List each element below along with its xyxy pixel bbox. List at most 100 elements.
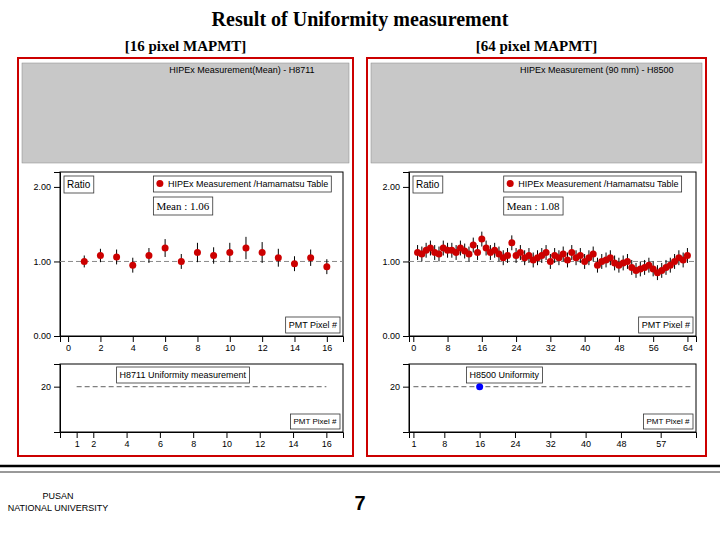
plot-area — [409, 232, 696, 280]
legend: HIPEx Measurement /Hamamatsu Table — [153, 176, 331, 192]
x-tick-label: 0 — [411, 343, 416, 353]
y-axis: 20 — [390, 365, 410, 433]
data-point — [178, 258, 185, 265]
y-axis: 0.001.002.00 — [382, 173, 409, 342]
x-tick-mark — [661, 432, 662, 438]
data-point — [476, 383, 483, 390]
x-tick-mark — [550, 432, 551, 438]
x-tick-mark — [230, 336, 231, 342]
x-tick-label: 24 — [510, 439, 520, 449]
x-tick: 2 — [91, 432, 96, 449]
image-area — [371, 63, 702, 163]
x-tick-mark — [482, 336, 483, 342]
legend-entry: HIPEx Measurement /Hamamatsu Table — [168, 179, 328, 189]
x-label: PMT Pixel # — [646, 417, 690, 426]
data-point — [145, 252, 152, 259]
x-tick: 2 — [98, 336, 103, 353]
x-label: PMT Pixel # — [642, 320, 690, 330]
y-tick-label: 0.00 — [33, 331, 51, 341]
data-point — [162, 245, 169, 252]
x-tick: 24 — [510, 432, 520, 449]
x-label-box: PMT Pixel # — [290, 414, 340, 429]
data-point — [547, 258, 554, 265]
x-label-frame — [286, 317, 340, 333]
x-tick-mark — [585, 336, 586, 342]
reference-line — [60, 261, 343, 262]
y-tick-mark — [54, 187, 60, 188]
data-point — [470, 242, 477, 249]
x-tick-mark — [160, 432, 161, 438]
x-label-frame — [639, 317, 693, 333]
data-point — [508, 239, 515, 246]
x-axis-line — [410, 433, 697, 439]
data-point — [194, 249, 201, 256]
y-tick-mark — [403, 261, 409, 262]
x-axis: 0816243240485664 — [410, 336, 697, 353]
y-tick: 2.00 — [33, 182, 60, 192]
y-tick: 20 — [390, 382, 409, 392]
annotation-frame — [117, 367, 250, 383]
x-tick-label: 2 — [98, 343, 103, 353]
x-tick-label: 48 — [614, 343, 624, 353]
legend-frame — [153, 176, 331, 192]
y-label: Ratio — [416, 179, 440, 190]
x-tick: 0 — [66, 336, 71, 353]
data-point — [113, 253, 120, 260]
x-axis: 1246810121416 — [61, 432, 344, 449]
annotation-frame — [504, 197, 563, 215]
annotation: Mean : 1.06 — [156, 200, 209, 212]
sub-chart: 124681012141620H8711 Uniformity measurem… — [41, 364, 344, 449]
data-point — [435, 251, 442, 258]
x-tick-label: 12 — [255, 439, 265, 449]
x-tick-label: 8 — [195, 343, 200, 353]
y-label-frame — [413, 176, 443, 193]
page-number: 7 — [354, 492, 365, 514]
y-tick: 20 — [41, 382, 60, 392]
x-tick-mark — [260, 432, 261, 438]
x-tick: 40 — [581, 432, 591, 449]
y-tick: 0.00 — [382, 331, 409, 341]
x-tick-label: 40 — [581, 439, 591, 449]
data-point — [624, 258, 631, 265]
x-tick: 24 — [512, 336, 522, 353]
data-point — [590, 251, 597, 258]
x-tick-label: 10 — [222, 439, 232, 449]
panel-title: [16 pixel MAPMT] — [125, 38, 247, 54]
annotation-box: Mean : 1.08 — [504, 197, 563, 215]
y-tick-mark — [54, 261, 60, 262]
x-tick: 32 — [546, 336, 556, 353]
x-tick: 48 — [616, 432, 626, 449]
annotation-box: Mean : 1.06 — [153, 197, 212, 215]
plot-frame — [409, 172, 696, 336]
x-tick: 14 — [289, 432, 299, 449]
x-tick: 10 — [222, 432, 232, 449]
image-label: HIPEx Measurement (90 mm) - H8500 — [520, 65, 674, 75]
legend-frame — [504, 176, 682, 192]
y-axis-line — [403, 173, 410, 337]
x-tick-label: 16 — [475, 439, 485, 449]
x-tick-mark — [687, 336, 688, 342]
x-tick-label: 16 — [322, 343, 332, 353]
legend-marker — [507, 180, 514, 187]
x-tick-label: 4 — [125, 439, 130, 449]
x-tick-mark — [100, 336, 101, 342]
x-tick-mark — [127, 432, 128, 438]
x-tick-mark — [413, 432, 414, 438]
x-tick-label: 4 — [131, 343, 136, 353]
legend-marker — [156, 180, 163, 187]
data-point — [577, 252, 584, 259]
x-label-box: PMT Pixel # — [643, 414, 693, 429]
y-tick-label: 1.00 — [382, 257, 400, 267]
x-tick: 10 — [225, 336, 235, 353]
y-axis-line — [54, 173, 61, 337]
institution: PUSAN — [42, 491, 73, 501]
data-point — [478, 236, 485, 243]
x-tick-mark — [619, 336, 620, 342]
footer-rule — [0, 465, 720, 468]
data-point — [504, 252, 511, 259]
panel-frame — [18, 58, 353, 456]
data-point — [226, 249, 233, 256]
sub-chart: 1816243240485720H8500 UniformityPMT Pixe… — [390, 364, 697, 449]
x-tick-label: 10 — [225, 343, 235, 353]
data-point — [564, 256, 571, 263]
